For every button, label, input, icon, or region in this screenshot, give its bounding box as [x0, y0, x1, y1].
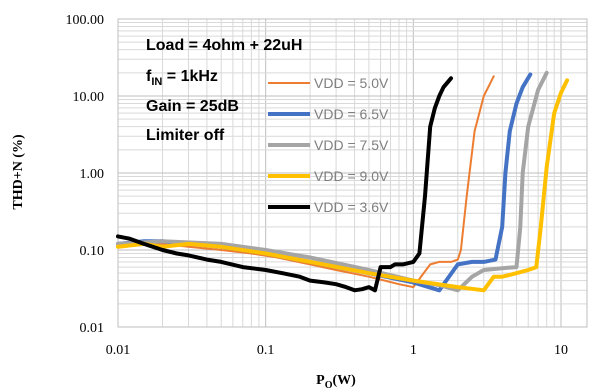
y-tick-label: 0.01	[80, 321, 105, 336]
y-tick-label: 0.10	[80, 244, 105, 259]
annotation-load: Load = 4ohm + 22uH	[146, 37, 302, 54]
y-axis-title: THD+N (%)	[11, 134, 26, 210]
legend-label: VDD = 5.0V	[314, 75, 389, 91]
chart-tick-labels: 0.01 0.10 1.00 10.00 100.00 0.01 0.1 1 10	[66, 13, 568, 358]
chart-gridlines	[117, 18, 588, 328]
series-line-vdd-5-0v	[117, 75, 495, 289]
series-line-vdd-7-5v	[116, 70, 549, 293]
y-tick-label: 1.00	[80, 167, 105, 182]
legend-label: VDD = 3.6V	[314, 199, 389, 215]
y-tick-label: 10.00	[73, 90, 105, 105]
annotation-gain: Gain = 25dB	[146, 98, 239, 115]
y-tick-label: 100.00	[66, 13, 105, 28]
chart-legend: VDD = 5.0V VDD = 6.5V VDD = 7.5V VDD = 9.0V…	[268, 75, 389, 215]
x-tick-label: 0.1	[257, 343, 275, 358]
annotation-input-frequency: fIN = 1kHz	[146, 68, 218, 88]
x-axis-title: PO(W)	[316, 373, 356, 389]
x-tick-label: 0.01	[106, 343, 131, 358]
annotation-limiter: Limiter off	[146, 127, 225, 144]
series-line-vdd-3-6v	[116, 76, 453, 293]
conditions-annotation: Load = 4ohm + 22uH fIN = 1kHz Gain = 25d…	[146, 37, 302, 144]
x-tick-label: 10	[554, 343, 568, 358]
plot-area-border	[117, 18, 588, 328]
legend-label: VDD = 9.0V	[314, 168, 389, 184]
series-line-vdd-9-0v	[116, 78, 570, 293]
chart-series	[116, 70, 570, 293]
legend-label: VDD = 7.5V	[314, 137, 389, 153]
legend-label: VDD = 6.5V	[314, 106, 389, 122]
x-tick-label: 1	[410, 343, 417, 358]
